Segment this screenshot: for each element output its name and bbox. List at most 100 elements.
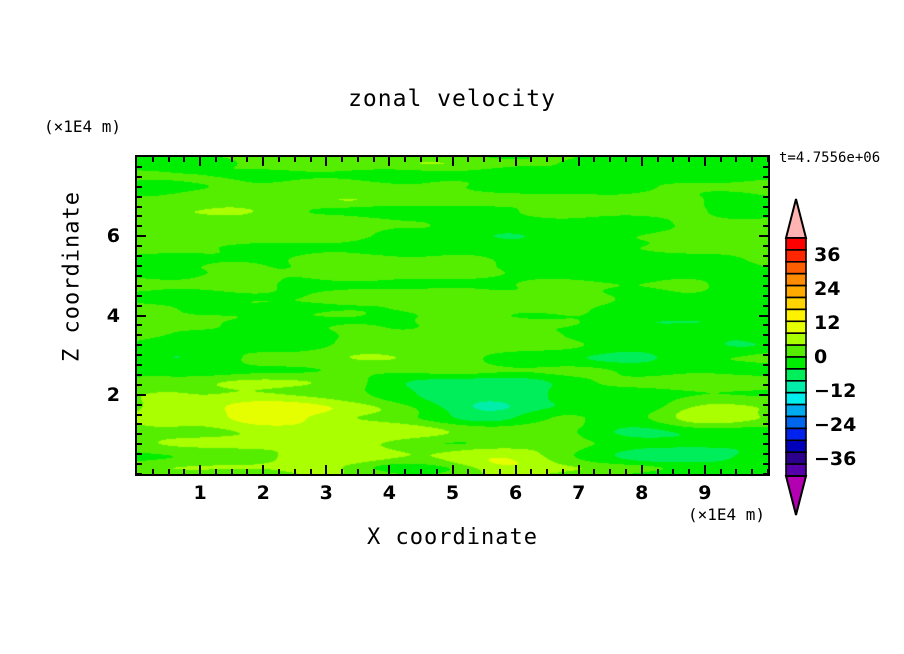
axis-tick — [763, 404, 768, 406]
axis-tick — [137, 176, 142, 178]
axis-tick — [763, 305, 768, 307]
colorbar-tick-label: −36 — [814, 448, 857, 470]
x-tick-label: 3 — [319, 482, 333, 504]
axis-tick — [215, 469, 217, 474]
axis-tick — [763, 285, 768, 287]
axis-tick — [137, 305, 142, 307]
axis-tick — [137, 374, 142, 376]
colorbar-tick-label: 12 — [814, 312, 841, 334]
colorbar-band — [785, 332, 807, 346]
axis-tick — [763, 265, 768, 267]
axis-tick — [262, 465, 264, 474]
colorbar — [783, 198, 809, 516]
axis-tick — [404, 469, 406, 474]
colorbar-band — [785, 415, 807, 430]
axis-tick — [373, 157, 375, 162]
axis-tick — [137, 334, 142, 336]
x-tick-label: 8 — [635, 482, 649, 504]
page-title: zonal velocity — [348, 86, 556, 112]
axis-tick — [763, 324, 768, 326]
colorbar-band — [785, 284, 807, 299]
axis-tick — [137, 166, 142, 168]
colorbar-band — [785, 272, 807, 287]
axis-tick — [388, 465, 390, 474]
axis-tick — [137, 344, 142, 346]
axis-tick — [137, 245, 142, 247]
axis-tick — [310, 157, 312, 162]
axis-tick — [763, 384, 768, 386]
axis-tick — [436, 469, 438, 474]
axis-tick — [759, 394, 768, 396]
axis-tick — [137, 235, 146, 237]
axis-tick — [720, 157, 722, 162]
colorbar-band — [785, 463, 807, 477]
axis-tick — [137, 196, 142, 198]
axis-tick — [767, 157, 768, 162]
axis-tick — [199, 157, 201, 166]
colorbar-band — [785, 368, 807, 382]
axis-tick — [759, 315, 768, 317]
axis-tick — [593, 157, 595, 162]
axis-tick — [763, 463, 768, 465]
axis-tick — [231, 157, 233, 162]
axis-tick — [688, 469, 690, 474]
axis-tick — [483, 157, 485, 162]
axis-tick — [467, 157, 469, 162]
axis-tick — [168, 157, 170, 162]
colorbar-band — [785, 451, 807, 465]
axis-tick — [641, 465, 643, 474]
x-tick-label: 5 — [445, 482, 460, 504]
axis-tick — [278, 157, 280, 162]
axis-tick — [294, 469, 296, 474]
axis-tick — [325, 465, 327, 474]
axis-tick — [310, 469, 312, 474]
axis-tick — [420, 469, 422, 474]
axis-tick — [763, 196, 768, 198]
axis-tick — [404, 157, 406, 162]
axis-tick — [183, 157, 185, 162]
axis-tick — [137, 354, 142, 356]
axis-tick — [499, 157, 501, 162]
y-axis-units-label: (×1E4 m) — [44, 117, 122, 136]
axis-tick — [657, 469, 659, 474]
x-axis-title: X coordinate — [367, 525, 538, 550]
axis-tick — [593, 469, 595, 474]
axis-tick — [357, 157, 359, 162]
colorbar-band — [785, 308, 807, 323]
axis-tick — [763, 334, 768, 336]
x-tick-label: 6 — [508, 482, 523, 504]
x-axis-units-label: (×1E4 m) — [688, 505, 766, 524]
axis-tick — [763, 206, 768, 208]
axis-tick — [763, 295, 768, 297]
axis-tick — [657, 157, 659, 162]
colorbar-band — [785, 296, 807, 311]
x-tick-label: 1 — [193, 482, 207, 504]
axis-tick — [137, 394, 146, 396]
colorbar-over-arrow — [784, 198, 808, 239]
axis-tick — [152, 469, 154, 474]
axis-tick — [767, 469, 768, 474]
axis-tick — [578, 465, 580, 474]
axis-tick — [609, 157, 611, 162]
axis-tick — [763, 423, 768, 425]
axis-tick — [246, 157, 248, 162]
axis-tick — [137, 443, 142, 445]
axis-tick — [562, 157, 564, 162]
axis-tick — [763, 215, 768, 217]
axis-tick — [341, 157, 343, 162]
axis-tick — [341, 469, 343, 474]
axis-tick — [735, 469, 737, 474]
axis-tick — [763, 275, 768, 277]
axis-tick — [137, 215, 142, 217]
axis-tick — [246, 469, 248, 474]
axis-tick — [467, 469, 469, 474]
colorbar-tick-label: −24 — [814, 414, 857, 436]
colorbar-band — [785, 391, 807, 406]
axis-tick — [688, 157, 690, 162]
axis-tick — [763, 245, 768, 247]
axis-tick — [137, 463, 142, 465]
axis-tick — [137, 433, 142, 435]
axis-tick — [546, 469, 548, 474]
axis-tick — [763, 443, 768, 445]
axis-tick — [763, 255, 768, 257]
